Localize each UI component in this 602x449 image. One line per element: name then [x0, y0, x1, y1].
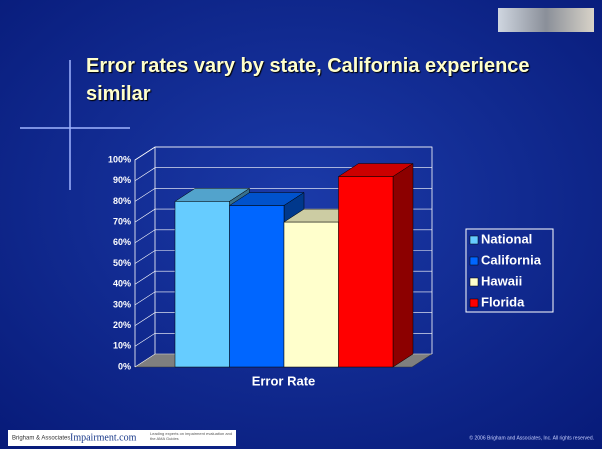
y-tick-label: 10% — [113, 341, 131, 351]
legend-swatch — [470, 236, 478, 244]
bar — [339, 177, 394, 367]
y-tick-label: 40% — [113, 279, 131, 289]
y-tick-label: 90% — [113, 175, 131, 185]
tagline-box: Leading experts on impairment evaluation… — [150, 431, 236, 446]
legend-swatch — [470, 257, 478, 265]
copyright: © 2006 Brigham and Associates, Inc. All … — [469, 434, 594, 441]
y-tick-label: 0% — [118, 361, 131, 371]
tagline: Leading experts on impairment evaluation… — [150, 431, 236, 441]
legend-label: California — [481, 252, 542, 267]
bar-side — [393, 164, 413, 367]
x-tick-label: Error Rate — [252, 373, 316, 388]
y-tick-label: 60% — [113, 237, 131, 247]
y-tick-label: 30% — [113, 299, 131, 309]
legend-label: Hawaii — [481, 273, 522, 288]
title-box: Error rates vary by state, California ex… — [86, 52, 576, 116]
bar — [175, 201, 230, 367]
logo-name: Brigham & Associates — [12, 436, 70, 442]
legend-label: National — [481, 231, 532, 246]
y-tick-label: 20% — [113, 320, 131, 330]
bar — [230, 206, 285, 367]
legend-swatch — [470, 299, 478, 307]
y-tick-label: 100% — [108, 154, 131, 164]
y-tick-label: 80% — [113, 196, 131, 206]
y-tick-label: 70% — [113, 216, 131, 226]
bar — [284, 222, 339, 367]
y-tick-label: 50% — [113, 258, 131, 268]
chart-title: Error rates vary by state, California ex… — [86, 52, 576, 108]
legend-label: Florida — [481, 294, 525, 309]
logo-site: Impairment.com — [70, 432, 137, 443]
header-photo — [498, 8, 594, 32]
legend-swatch — [470, 278, 478, 286]
slide: Error rates vary by state, California ex… — [0, 0, 602, 449]
